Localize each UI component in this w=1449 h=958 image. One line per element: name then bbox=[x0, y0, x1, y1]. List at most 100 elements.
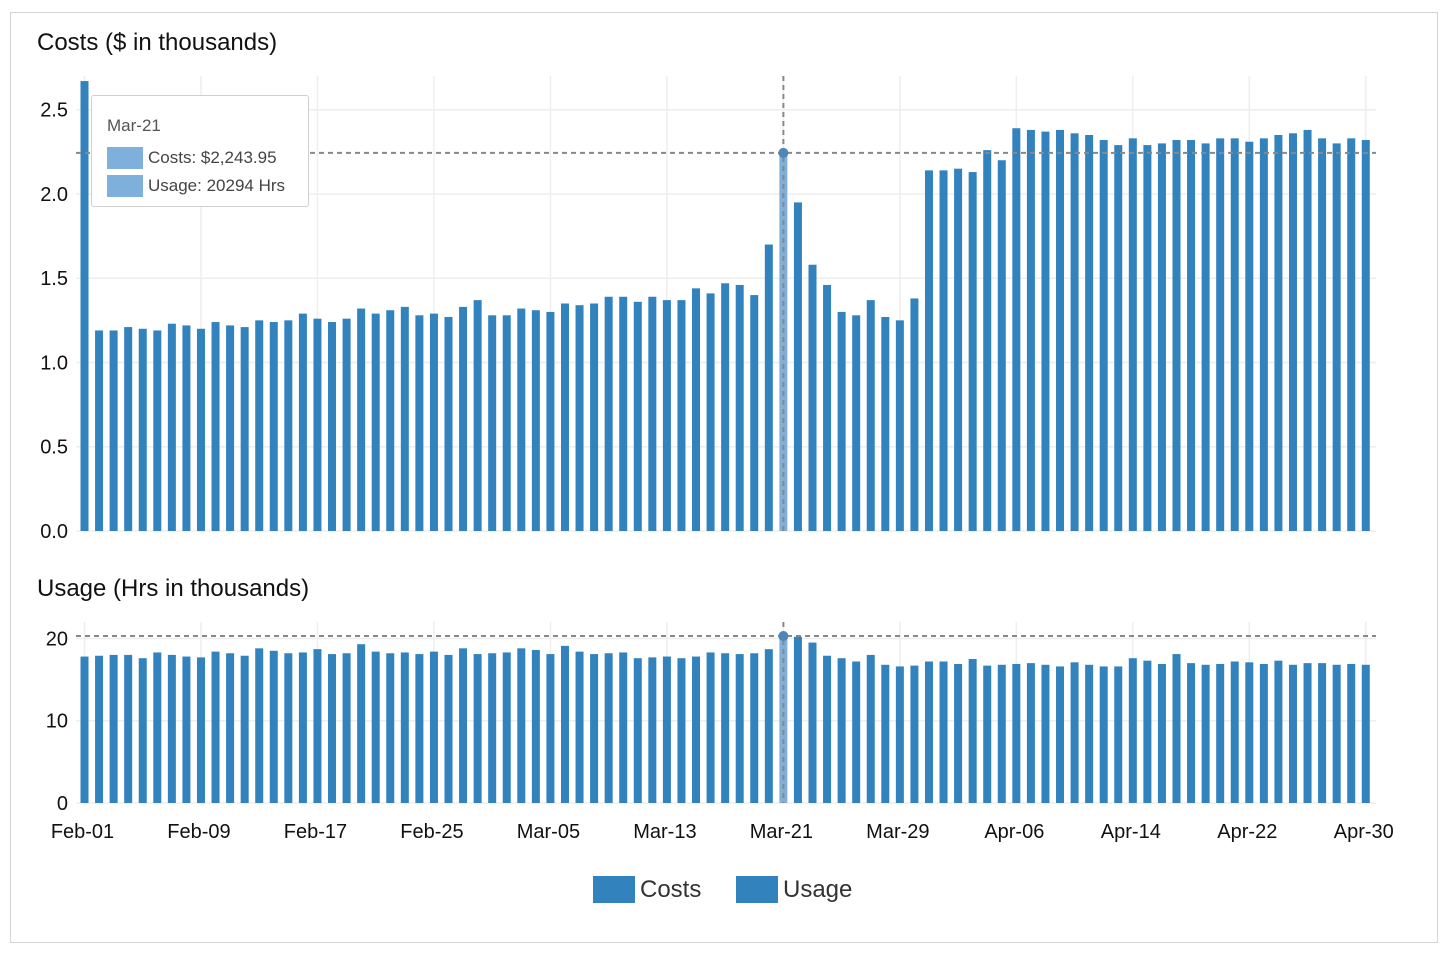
usage-bar[interactable] bbox=[939, 661, 948, 803]
usage-bar[interactable] bbox=[546, 654, 555, 803]
usage-bar[interactable] bbox=[80, 656, 89, 803]
usage-bar[interactable] bbox=[531, 649, 540, 803]
legend-item-costs[interactable]: Costs bbox=[593, 876, 701, 903]
costs-bar[interactable] bbox=[735, 284, 744, 531]
usage-bar[interactable] bbox=[779, 635, 788, 803]
costs-bar[interactable] bbox=[677, 300, 686, 531]
costs-bar[interactable] bbox=[1216, 138, 1225, 531]
costs-bar[interactable] bbox=[764, 244, 773, 531]
costs-bar[interactable] bbox=[866, 300, 875, 531]
costs-bar[interactable] bbox=[400, 306, 409, 531]
usage-bar[interactable] bbox=[750, 653, 759, 803]
costs-bar[interactable] bbox=[255, 320, 264, 531]
usage-bar[interactable] bbox=[852, 661, 861, 803]
costs-bar[interactable] bbox=[1259, 138, 1268, 531]
usage-bar[interactable] bbox=[1303, 663, 1312, 803]
costs-bar[interactable] bbox=[95, 330, 104, 531]
usage-bar[interactable] bbox=[793, 636, 802, 803]
usage-bar[interactable] bbox=[124, 654, 133, 803]
usage-bar[interactable] bbox=[633, 658, 642, 803]
costs-bar[interactable] bbox=[226, 325, 235, 531]
costs-bar[interactable] bbox=[1361, 140, 1370, 531]
usage-bar[interactable] bbox=[211, 651, 220, 803]
usage-bar[interactable] bbox=[983, 665, 992, 803]
costs-bar[interactable] bbox=[1143, 145, 1152, 531]
usage-bar[interactable] bbox=[153, 652, 162, 803]
costs-bar[interactable] bbox=[182, 325, 191, 531]
costs-bar[interactable] bbox=[196, 328, 205, 531]
usage-bar[interactable] bbox=[298, 652, 307, 803]
usage-bar[interactable] bbox=[138, 658, 147, 803]
costs-bar[interactable] bbox=[560, 303, 569, 532]
usage-bar[interactable] bbox=[1056, 666, 1065, 803]
usage-bar[interactable] bbox=[342, 653, 351, 803]
costs-bar[interactable] bbox=[793, 202, 802, 531]
usage-bar[interactable] bbox=[924, 661, 933, 803]
costs-bar[interactable] bbox=[1303, 129, 1312, 532]
usage-bars[interactable] bbox=[80, 635, 1370, 803]
usage-bar[interactable] bbox=[677, 658, 686, 803]
costs-bar[interactable] bbox=[459, 306, 468, 531]
usage-bar[interactable] bbox=[473, 654, 482, 803]
costs-bar[interactable] bbox=[328, 322, 337, 531]
usage-bar[interactable] bbox=[619, 652, 628, 803]
costs-bar[interactable] bbox=[80, 81, 89, 532]
costs-bar[interactable] bbox=[1114, 145, 1123, 531]
costs-bar[interactable] bbox=[313, 318, 322, 531]
usage-bar[interactable] bbox=[604, 653, 613, 803]
usage-bar[interactable] bbox=[328, 654, 337, 803]
usage-bar[interactable] bbox=[196, 657, 205, 803]
usage-bar[interactable] bbox=[866, 654, 875, 803]
costs-bar[interactable] bbox=[240, 327, 249, 531]
costs-bar[interactable] bbox=[1332, 143, 1341, 531]
usage-bar[interactable] bbox=[837, 658, 846, 803]
costs-bar[interactable] bbox=[750, 295, 759, 531]
costs-bar[interactable] bbox=[1157, 143, 1166, 531]
usage-bar[interactable] bbox=[808, 642, 817, 803]
usage-bar[interactable] bbox=[444, 654, 453, 803]
costs-bar[interactable] bbox=[1099, 140, 1108, 531]
usage-bar[interactable] bbox=[255, 648, 264, 803]
usage-bar[interactable] bbox=[1070, 662, 1079, 803]
costs-bar[interactable] bbox=[721, 283, 730, 531]
costs-bar[interactable] bbox=[1041, 131, 1050, 531]
usage-bar[interactable] bbox=[895, 666, 904, 803]
costs-bar[interactable] bbox=[124, 327, 133, 531]
usage-bar[interactable] bbox=[1347, 663, 1356, 803]
legend-item-usage[interactable]: Usage bbox=[736, 876, 852, 903]
costs-bar[interactable] bbox=[211, 322, 220, 531]
usage-bar[interactable] bbox=[1288, 664, 1297, 803]
usage-bar[interactable] bbox=[1332, 664, 1341, 803]
costs-bar[interactable] bbox=[823, 284, 832, 531]
costs-bar[interactable] bbox=[837, 311, 846, 531]
costs-bar[interactable] bbox=[109, 330, 118, 531]
costs-bar[interactable] bbox=[1187, 140, 1196, 531]
usage-bar[interactable] bbox=[1026, 663, 1035, 803]
costs-bar[interactable] bbox=[1070, 133, 1079, 531]
usage-bar[interactable] bbox=[459, 648, 468, 803]
usage-bar[interactable] bbox=[371, 651, 380, 803]
usage-bar[interactable] bbox=[488, 653, 497, 803]
costs-bar[interactable] bbox=[138, 328, 147, 531]
costs-bar[interactable] bbox=[502, 315, 511, 531]
costs-bar[interactable] bbox=[1318, 138, 1327, 531]
usage-bar[interactable] bbox=[1157, 663, 1166, 803]
usage-bar[interactable] bbox=[1361, 664, 1370, 803]
costs-bar[interactable] bbox=[604, 296, 613, 531]
costs-bar[interactable] bbox=[648, 296, 657, 531]
usage-bar[interactable] bbox=[1012, 663, 1021, 803]
costs-bar[interactable] bbox=[881, 316, 890, 531]
costs-bar[interactable] bbox=[1274, 134, 1283, 531]
usage-bar[interactable] bbox=[560, 645, 569, 803]
usage-bar[interactable] bbox=[590, 654, 599, 803]
costs-bar[interactable] bbox=[619, 296, 628, 531]
usage-bar[interactable] bbox=[517, 648, 526, 803]
costs-bar[interactable] bbox=[939, 170, 948, 532]
usage-bar[interactable] bbox=[1187, 663, 1196, 803]
costs-bar[interactable] bbox=[575, 305, 584, 531]
costs-bar[interactable] bbox=[517, 308, 526, 531]
costs-bar[interactable] bbox=[1288, 133, 1297, 531]
costs-bar[interactable] bbox=[167, 323, 176, 531]
usage-bar[interactable] bbox=[1143, 660, 1152, 803]
usage-bar[interactable] bbox=[1114, 666, 1123, 803]
